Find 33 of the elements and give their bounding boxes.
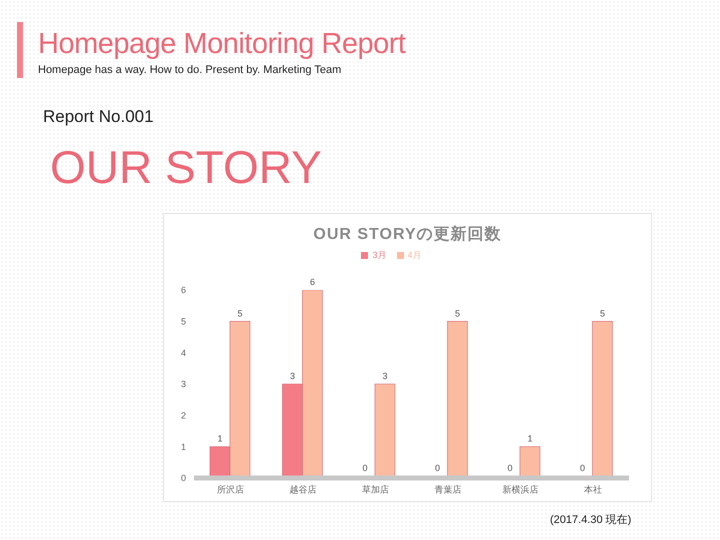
y-tick-label: 2 (180, 410, 186, 421)
data-label: 6 (310, 277, 315, 287)
y-tick-label: 4 (180, 348, 186, 358)
data-label: 0 (434, 463, 440, 473)
x-tick-label: 青葉店 (434, 484, 462, 494)
x-tick-label: 新横浜店 (502, 484, 538, 494)
chart-title: OUR STORYの更新回数 (312, 224, 503, 245)
x-tick-label: 本社 (584, 484, 602, 494)
y-tick-label: 1 (180, 442, 186, 452)
x-tick-label: 草加店 (362, 484, 389, 494)
data-label: 0 (362, 463, 368, 473)
y-tick-label: 3 (180, 379, 186, 390)
data-label: 5 (600, 308, 605, 318)
data-label: 3 (382, 371, 388, 381)
data-label: 1 (217, 434, 222, 444)
data-label: 1 (527, 434, 532, 444)
x-tick-label: 所沢店 (216, 484, 244, 494)
text: Report No.001 (43, 107, 154, 127)
legend-label: 4月 (408, 250, 422, 260)
data-label: 3 (290, 371, 295, 381)
text: Homepage has a way. How to do. Present by. Marketing Team (38, 64, 342, 76)
data-label: 0 (507, 463, 512, 473)
x-tick-label: 越谷店 (289, 484, 316, 494)
text: OUR STORY (50, 140, 322, 194)
data-label: 5 (237, 308, 242, 318)
y-tick-label: 0 (180, 473, 186, 484)
data-label: 0 (580, 463, 585, 473)
data-label: 5 (454, 308, 460, 318)
y-tick-label: 6 (180, 285, 186, 296)
y-tick-label: 5 (180, 316, 186, 327)
text: Homepage Monitoring Report (38, 28, 406, 61)
legend-label: 3月 (372, 250, 386, 260)
text: (2017.4.30 現在) (550, 513, 632, 527)
